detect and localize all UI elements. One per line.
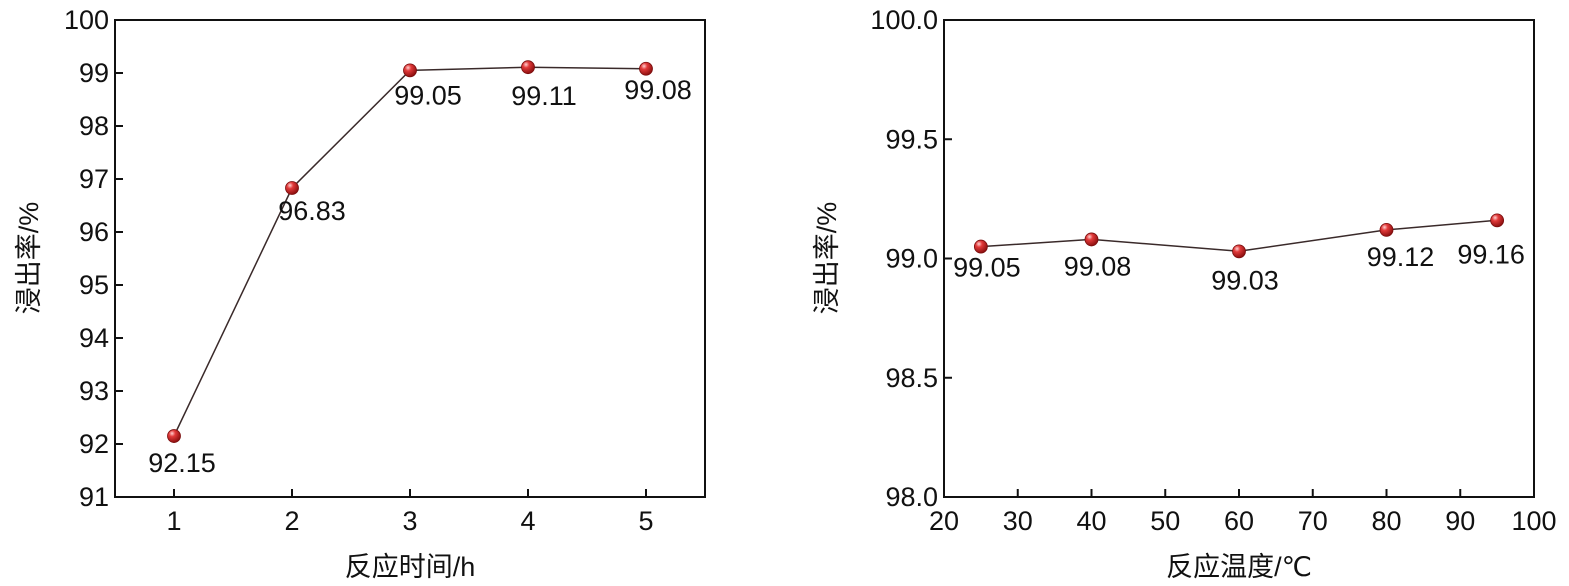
x-tick-label: 70 bbox=[1298, 506, 1328, 536]
y-tick-label: 100 bbox=[64, 5, 109, 35]
data-label: 99.11 bbox=[511, 81, 577, 111]
data-label: 99.16 bbox=[1457, 239, 1525, 269]
x-tick-label: 100 bbox=[1511, 506, 1556, 536]
y-tick-label: 99 bbox=[79, 58, 109, 88]
x-tick-label: 60 bbox=[1224, 506, 1254, 536]
x-tick-label: 3 bbox=[402, 506, 417, 536]
data-point bbox=[1084, 232, 1099, 247]
y-tick-label: 99.5 bbox=[885, 124, 938, 154]
x-tick-label: 80 bbox=[1371, 506, 1401, 536]
x-tick-label: 30 bbox=[1003, 506, 1033, 536]
data-label: 92.15 bbox=[148, 448, 216, 478]
data-label: 96.83 bbox=[278, 196, 346, 226]
series-line bbox=[173, 66, 647, 437]
y-tick-label: 91 bbox=[79, 482, 109, 512]
data-point bbox=[521, 60, 535, 75]
y-tick-label: 96 bbox=[79, 217, 109, 247]
data-point bbox=[167, 429, 181, 443]
data-markers bbox=[973, 213, 1505, 259]
x-tick-label: 50 bbox=[1150, 506, 1180, 536]
y-tick-label: 98.0 bbox=[885, 482, 938, 512]
data-point bbox=[1232, 244, 1246, 259]
y-tick-label: 100.0 bbox=[870, 5, 938, 35]
x-tick-label: 20 bbox=[929, 506, 959, 536]
data-point bbox=[1379, 222, 1394, 237]
x-tick-label: 1 bbox=[166, 506, 181, 536]
x-axis-ticks: 20 30 40 50 60 70 80 90 100 bbox=[929, 489, 1557, 536]
data-label: 99.05 bbox=[953, 253, 1021, 283]
y-axis-title: 浸出率/% bbox=[812, 202, 842, 315]
y-tick-label: 97 bbox=[79, 164, 109, 194]
data-point bbox=[973, 239, 988, 254]
y-axis-title: 浸出率/% bbox=[14, 202, 44, 315]
data-labels: 92.15 96.83 99.05 99.11 99.08 bbox=[148, 75, 692, 478]
y-axis-ticks: 98.0 98.5 99.0 99.5 100.0 bbox=[870, 5, 952, 512]
x-tick-label: 2 bbox=[284, 506, 299, 536]
y-axis-ticks: 91 92 93 94 95 96 97 98 99 100 bbox=[64, 5, 123, 512]
x-axis-title: 反应时间/h bbox=[345, 552, 476, 582]
data-label: 99.08 bbox=[624, 75, 692, 105]
data-label: 99.12 bbox=[1367, 242, 1435, 272]
chart-temperature-vs-leaching-rate: 98.0 98.5 99.0 99.5 100.0 20 30 40 50 60 70 80 90 10… bbox=[812, 5, 1557, 582]
data-point bbox=[1490, 213, 1505, 228]
x-axis-ticks: 1 2 3 4 5 bbox=[166, 489, 654, 536]
x-tick-label: 4 bbox=[520, 506, 535, 536]
data-label: 99.05 bbox=[394, 80, 462, 110]
data-point bbox=[403, 63, 417, 78]
y-tick-label: 94 bbox=[79, 323, 109, 353]
x-tick-label: 40 bbox=[1076, 506, 1106, 536]
y-tick-label: 98 bbox=[79, 111, 109, 141]
data-point bbox=[639, 61, 653, 76]
data-point bbox=[285, 181, 299, 195]
y-tick-label: 93 bbox=[79, 376, 109, 406]
data-label: 99.08 bbox=[1064, 251, 1132, 281]
data-label: 99.03 bbox=[1211, 265, 1279, 295]
y-tick-label: 92 bbox=[79, 429, 109, 459]
data-markers bbox=[167, 60, 653, 443]
plot-frame bbox=[943, 19, 1535, 498]
x-axis-title: 反应温度/℃ bbox=[1166, 552, 1312, 582]
y-tick-label: 99.0 bbox=[885, 244, 938, 274]
x-tick-label: 90 bbox=[1445, 506, 1475, 536]
y-tick-label: 95 bbox=[79, 270, 109, 300]
chart-time-vs-leaching-rate: 91 92 93 94 95 96 97 98 99 100 1 2 3 4 5 92.15 96.83 99… bbox=[14, 5, 706, 582]
y-tick-label: 98.5 bbox=[885, 363, 938, 393]
data-labels: 99.05 99.08 99.03 99.12 99.16 bbox=[953, 239, 1525, 295]
x-tick-label: 5 bbox=[638, 506, 653, 536]
